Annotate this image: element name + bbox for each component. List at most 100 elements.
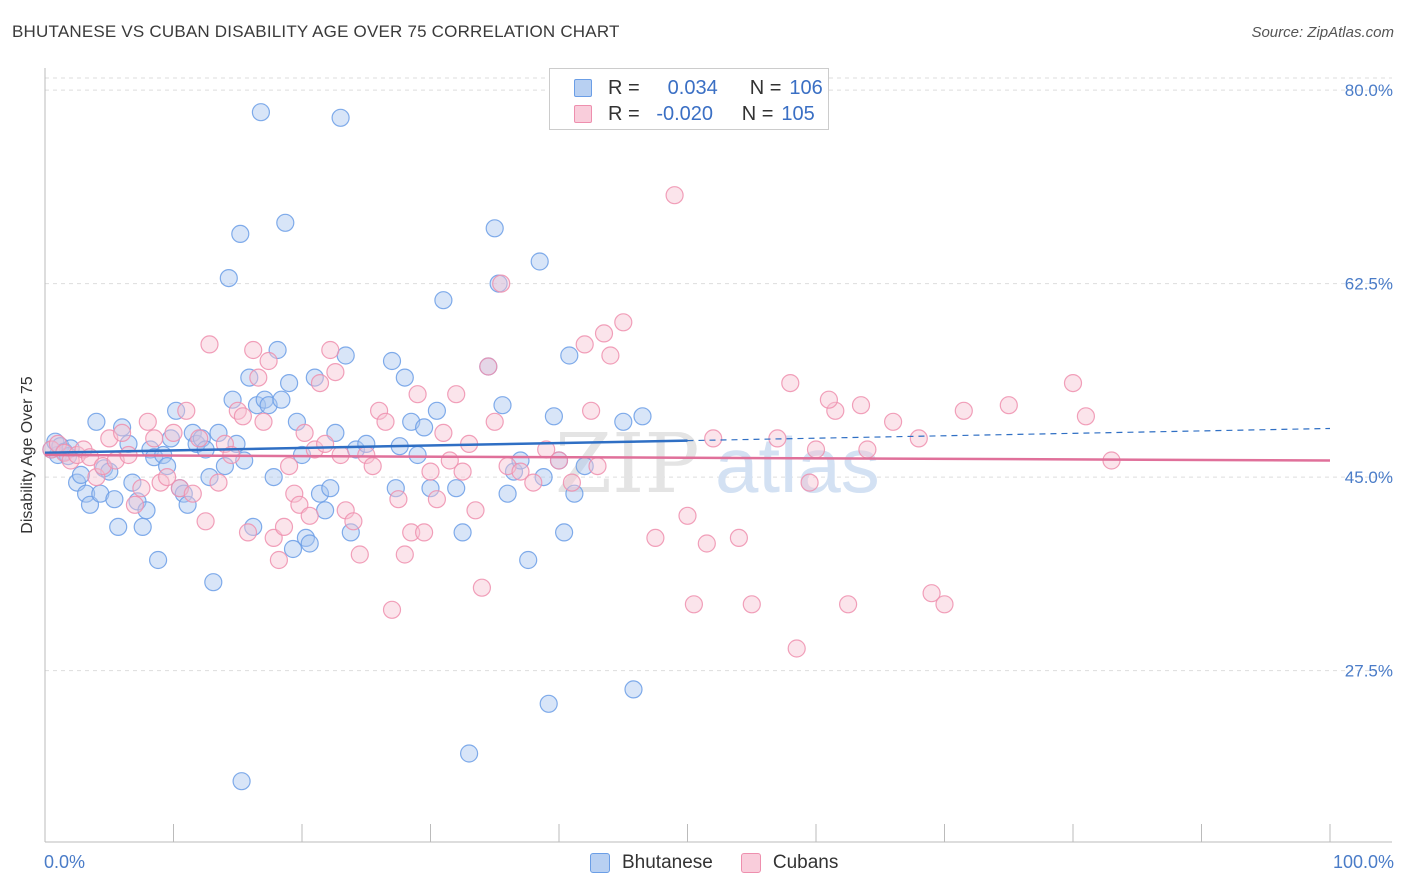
cubans-point: [466, 501, 485, 520]
legend-row-bhutanese: R = 0.034 N = 106: [574, 77, 823, 99]
bhutanese-point: [434, 291, 453, 310]
trend-layer: [44, 427, 1331, 462]
cubans-point: [402, 523, 421, 542]
series-legend-item-bhutanese[interactable]: Bhutanese: [590, 852, 713, 874]
series-legend-label-bhutanese: Bhutanese: [622, 852, 713, 873]
cubans-point: [851, 396, 871, 415]
bhutanese-point: [272, 390, 291, 409]
cubans-point: [138, 412, 157, 431]
cubans-point: [427, 490, 446, 509]
correlation-legend: R = 0.034 N = 106 R = -0.020 N = 105: [549, 68, 829, 130]
bhutanese-point: [395, 368, 414, 387]
cubans-trend-line: [44, 453, 1331, 462]
bhutanese-point: [560, 346, 579, 365]
bhutanese-point: [300, 534, 319, 553]
cubans-point: [376, 412, 395, 431]
cubans-point: [472, 578, 491, 597]
cubans-point: [421, 462, 440, 481]
cubans-point: [485, 412, 504, 431]
cubans-point: [177, 401, 196, 420]
legend-r-value-bhutanese: 0.034: [667, 76, 718, 99]
cubans-point: [806, 440, 826, 459]
cubans-point: [125, 495, 144, 514]
bhutanese-point: [71, 465, 91, 484]
cubans-point: [697, 534, 716, 553]
cubans-point: [601, 346, 620, 365]
bhutanese-point: [614, 412, 633, 431]
cubans-point: [665, 186, 684, 205]
bhutanese-point: [232, 772, 251, 791]
cubans-point: [800, 473, 819, 492]
cubans-point: [285, 484, 304, 503]
cubans-point: [1063, 374, 1083, 393]
cubans-point: [562, 473, 582, 492]
bhutanese-point: [534, 468, 553, 487]
cubans-point: [819, 390, 839, 409]
chart-source: Source: ZipAtlas.com: [1251, 24, 1394, 41]
bhutanese-point: [316, 501, 335, 520]
bhutanese-point: [336, 346, 355, 365]
bhutanese-point: [427, 401, 446, 420]
cubans-point: [909, 429, 928, 448]
cubans-point: [233, 407, 252, 426]
bhutanese-point: [112, 418, 132, 437]
bhutanese-trend-line: [44, 439, 688, 455]
y-tick-label: 62.5%: [1345, 275, 1393, 294]
cubans-point: [588, 457, 607, 476]
cubans-point: [434, 423, 453, 442]
cubans-point: [581, 401, 601, 420]
watermark-atlas: atlas: [715, 421, 880, 509]
y-tick-label: 27.5%: [1345, 662, 1393, 681]
cubans-point: [729, 528, 749, 548]
series-legend: Bhutanese Cubans: [590, 852, 866, 874]
cubans-point: [575, 335, 594, 354]
bhutanese-point: [219, 269, 238, 288]
bhutanese-point: [283, 539, 303, 559]
cubans-point: [1076, 407, 1096, 426]
cubans-point: [326, 363, 345, 382]
cubans-point: [678, 506, 697, 525]
bhutanese-point: [544, 407, 564, 426]
cubans-point: [200, 335, 219, 354]
cubans-point: [447, 385, 466, 404]
y-tick-labels: 80.0% 62.5% 45.0% 27.5%: [1345, 81, 1393, 681]
bhutanese-point: [200, 468, 219, 487]
bhutanese-point: [87, 412, 106, 431]
bhutanese-trend-extension: [687, 427, 1331, 442]
bhutanese-point: [231, 224, 250, 243]
cubans-point: [190, 429, 209, 448]
legend-n-label: N =: [749, 76, 782, 99]
watermark-zip: ZIP: [555, 417, 700, 512]
cubans-point: [826, 401, 845, 420]
y-tick-label: 45.0%: [1345, 468, 1393, 487]
bhutanese-point: [493, 396, 512, 415]
cubans-point: [254, 412, 273, 431]
chart-title: BHUTANESE VS CUBAN DISABILITY AGE OVER 7…: [12, 22, 620, 41]
bhutanese-point: [167, 401, 186, 420]
bhutanese-point: [123, 473, 142, 492]
bhutanese-point: [137, 501, 156, 520]
cubans-point: [492, 274, 511, 293]
cubans-point: [145, 429, 164, 448]
cubans-point: [370, 401, 389, 420]
cubans-point: [316, 434, 335, 453]
bhutanese-point: [251, 103, 270, 122]
cubans-point: [395, 545, 414, 564]
cubans-point: [238, 523, 258, 542]
bhutanese-point: [408, 445, 427, 465]
cubans-point: [787, 639, 806, 658]
cubans-point: [183, 484, 202, 503]
cubans-point: [704, 429, 723, 448]
cubans-point: [280, 457, 299, 476]
series-legend-swatch-bhutanese: [590, 853, 610, 873]
cubans-point: [350, 545, 369, 564]
series-legend-swatch-cubans: [740, 853, 761, 873]
cubans-point: [196, 512, 215, 531]
cubans-point: [511, 462, 530, 481]
series-legend-item-cubans[interactable]: Cubans: [740, 852, 838, 874]
bhutanese-point: [453, 523, 472, 542]
bhutanese-point: [264, 468, 283, 487]
legend-r-value-cubans: -0.020: [656, 102, 714, 125]
legend-swatch-bhutanese: [574, 79, 592, 97]
